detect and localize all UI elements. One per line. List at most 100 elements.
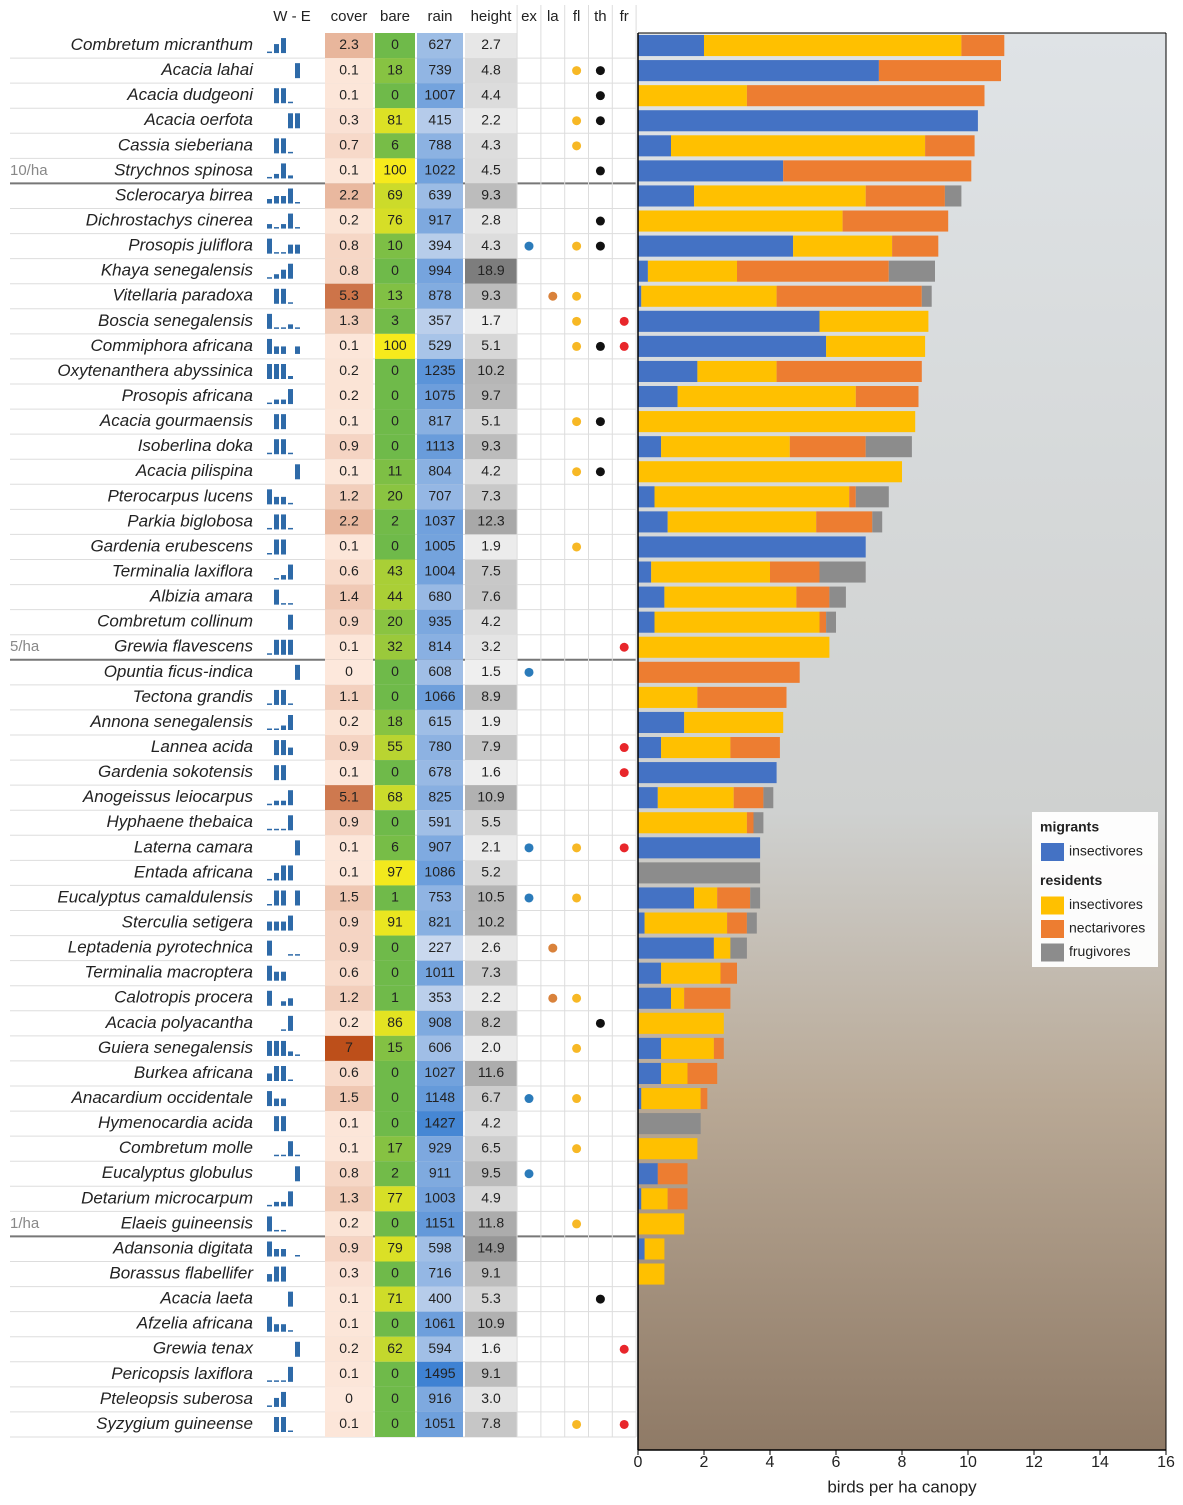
cell-value: 2.6: [481, 939, 501, 955]
sparkline-bar: [295, 954, 300, 956]
sparkline-bar: [274, 1380, 279, 1382]
species-label: Gardenia sokotensis: [98, 762, 253, 781]
sparkline-bar: [267, 1205, 272, 1207]
sparkline-bar: [274, 540, 279, 555]
bar-segment: [678, 386, 856, 407]
bar-segment: [641, 1088, 700, 1109]
cell-value: 2.7: [481, 36, 501, 52]
sparkline-bar: [288, 324, 293, 329]
cell-value: 753: [428, 889, 452, 905]
bar-segment: [638, 562, 651, 583]
cell-value: 7.3: [481, 964, 501, 980]
species-label: Acacia polyacantha: [105, 1013, 253, 1032]
bar-segment: [925, 135, 975, 156]
cell-value: 10.2: [477, 914, 504, 930]
sparkline-bar: [281, 38, 286, 53]
cell-value: 0.2: [339, 212, 359, 228]
sparkline-bar: [288, 389, 293, 404]
sparkline-bar: [267, 729, 272, 731]
sparkline-bar: [281, 1116, 286, 1131]
sparkline-bar: [288, 302, 293, 304]
sparkline-bar: [274, 497, 279, 505]
cell-value: 0.9: [339, 613, 359, 629]
sparkline-bar: [281, 400, 286, 405]
cell-value: 10.2: [477, 362, 504, 378]
sparkline-bar: [281, 1392, 286, 1407]
species-label: Opuntia ficus-indica: [104, 662, 253, 681]
sparkline-bar: [288, 1431, 293, 1433]
sparkline-bar: [274, 289, 279, 304]
cell-value: 6.7: [481, 1089, 501, 1105]
cell-value: 1.2: [339, 488, 359, 504]
bar-segment: [945, 185, 962, 206]
flag-dot: [572, 1094, 581, 1103]
sparkline-bar: [281, 88, 286, 103]
flag-dot: [596, 417, 605, 426]
bar-segment: [737, 261, 889, 282]
cell-value: 10.5: [477, 889, 504, 905]
cell-value: 0: [345, 663, 353, 679]
cell-value: 7.3: [481, 488, 501, 504]
cell-value: 0: [391, 1315, 399, 1331]
cell-value: 5.2: [481, 864, 501, 880]
bar-segment: [638, 712, 684, 733]
bar-segment: [638, 1264, 664, 1285]
sparkline-bar: [288, 189, 293, 204]
bar-segment: [638, 963, 661, 984]
x-tick-label: 14: [1091, 1454, 1109, 1471]
column-header: cover: [331, 8, 368, 25]
flag-dot: [620, 317, 629, 326]
bar-segment: [638, 336, 826, 357]
sparkline-bar: [295, 1255, 300, 1257]
bar-segment: [638, 837, 760, 858]
cell-value: 0: [391, 262, 399, 278]
cell-value: 0.8: [339, 1164, 359, 1180]
sparkline-bar: [274, 640, 279, 655]
bar-segment: [638, 938, 714, 959]
sparkline-bar: [281, 891, 286, 906]
sparkline-bar: [274, 1324, 279, 1332]
species-label: Hymenocardia acida: [98, 1113, 253, 1132]
cell-value: 1.6: [481, 1340, 501, 1356]
cell-value: 716: [428, 1265, 452, 1281]
species-label: Vitellaria paradoxa: [113, 286, 254, 305]
sparkline-bar: [295, 1155, 300, 1157]
cell-value: 0.9: [339, 939, 359, 955]
cell-value: 20: [387, 613, 403, 629]
cell-value: 0: [391, 538, 399, 554]
bar-segment: [638, 1213, 684, 1234]
sparkline-bar: [274, 972, 279, 981]
sparkline-bar: [274, 922, 279, 931]
legend-group: migrants: [1040, 819, 1099, 835]
sparkline-bar: [281, 540, 286, 555]
cell-value: 2.0: [481, 1039, 501, 1055]
cell-value: 0: [391, 1064, 399, 1080]
flag-dot: [572, 66, 581, 75]
species-label: Eucalyptus globulus: [102, 1163, 254, 1182]
sparkline-bar: [267, 804, 272, 806]
bar-segment: [671, 135, 925, 156]
cell-value: 2: [391, 513, 399, 529]
sparkline-bar: [288, 175, 293, 178]
sparkline-bar: [295, 891, 300, 906]
cell-value: 907: [428, 839, 452, 855]
cell-value: 7.6: [481, 588, 501, 604]
cell-value: 1148: [425, 1089, 455, 1105]
bar-segment: [730, 737, 780, 758]
sparkline-bar: [288, 703, 293, 705]
bar-segment: [655, 612, 820, 633]
cell-value: 9.5: [481, 1164, 501, 1180]
sparkline-bar: [267, 1041, 272, 1056]
cell-value: 0: [391, 1089, 399, 1105]
sparkline-bar: [288, 640, 293, 655]
cell-value: 18: [387, 713, 403, 729]
cell-value: 1007: [424, 86, 455, 102]
species-label: Prosopis africana: [122, 386, 253, 405]
cell-value: 817: [428, 412, 452, 428]
cell-value: 0: [391, 36, 399, 52]
bar-segment: [638, 1138, 697, 1159]
sparkline-bar: [274, 765, 279, 780]
cell-value: 15: [387, 1039, 403, 1055]
cell-value: 0.1: [339, 1365, 359, 1381]
x-tick-label: 8: [898, 1454, 907, 1471]
